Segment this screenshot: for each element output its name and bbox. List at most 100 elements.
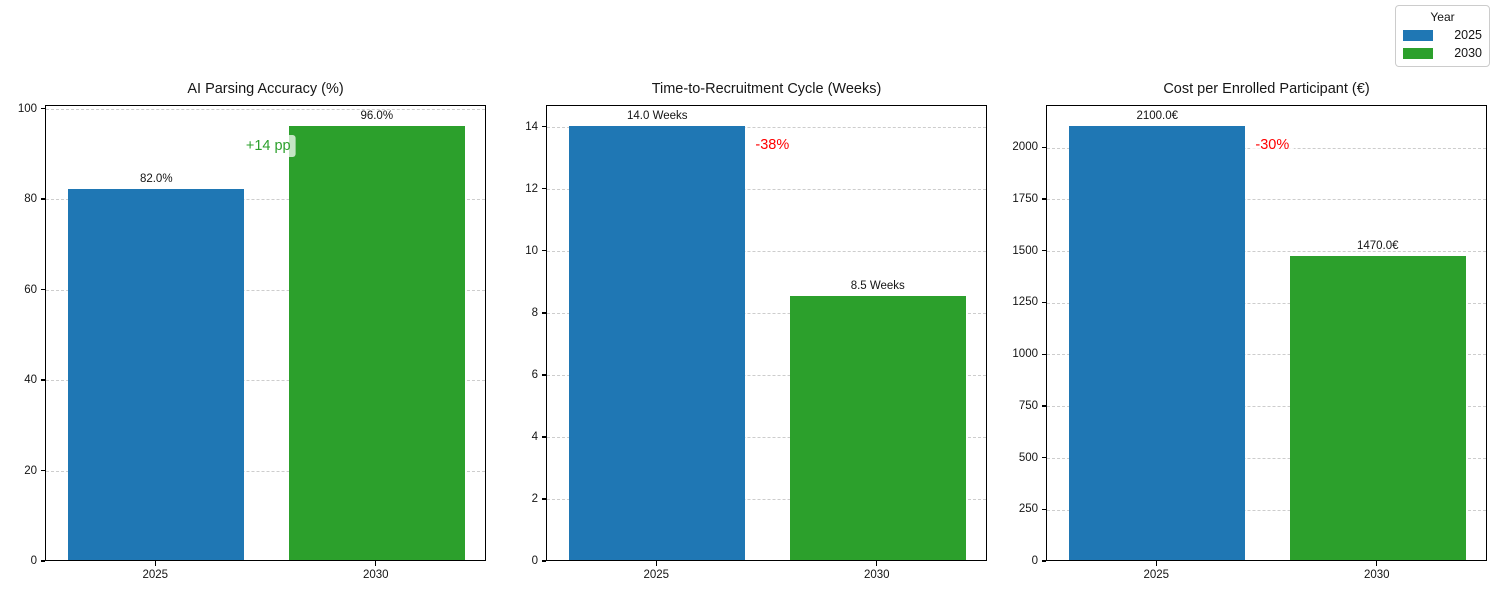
y-axis-tick-mark xyxy=(1041,353,1046,355)
gridline xyxy=(547,127,986,128)
y-axis-tick-mark xyxy=(541,560,546,562)
gridline xyxy=(547,251,986,253)
y-axis-tick-label: 250 xyxy=(1018,503,1038,516)
change-annotation: -38% xyxy=(750,133,795,156)
x-axis-tick-mark xyxy=(655,561,657,566)
bar-2030 xyxy=(789,296,966,560)
y-axis-tick-label: 14 xyxy=(525,120,538,133)
plot-area: 82.0% 96.0% +14 pp xyxy=(45,105,486,561)
bar-2030 xyxy=(1289,256,1466,560)
y-axis-tick-mark xyxy=(541,312,546,314)
x-axis-tick-label: 2025 xyxy=(142,569,169,581)
y-axis-tick-mark xyxy=(541,250,546,252)
legend-swatch-2030 xyxy=(1403,47,1433,59)
y-axis-tick-mark xyxy=(1041,146,1046,149)
gridline xyxy=(1047,457,1486,459)
y-axis-tick-label: 40 xyxy=(24,374,37,387)
y-axis-tick-label: 2 xyxy=(531,492,538,505)
x-axis-tick-mark xyxy=(1376,561,1378,566)
y-axis-tick-label: 500 xyxy=(1018,451,1038,464)
y-axis-tick-label: 1500 xyxy=(1012,244,1038,257)
x-axis-tick-mark xyxy=(876,561,878,566)
gridline xyxy=(46,380,485,382)
y-axis-tick-label: 750 xyxy=(1018,399,1038,412)
y-axis-tick-mark xyxy=(40,560,45,562)
change-annotation: -30% xyxy=(1250,133,1295,156)
gridline xyxy=(46,289,485,291)
bar-2030 xyxy=(288,125,465,560)
legend: Year 2025 2030 xyxy=(1395,5,1490,67)
gridline xyxy=(547,313,986,315)
bar-value-label: 2100.0€ xyxy=(1136,109,1179,122)
bar-value-label: 8.5 Weeks xyxy=(850,280,905,293)
x-axis-tick-mark xyxy=(1155,561,1157,566)
gridline xyxy=(1047,509,1486,511)
gridline xyxy=(46,470,485,472)
legend-title: Year xyxy=(1430,10,1455,24)
y-axis-tick-label: 80 xyxy=(24,193,37,206)
y-axis-tick-label: 0 xyxy=(531,555,538,567)
gridline xyxy=(547,437,986,439)
bar-value-label: 14.0 Weeks xyxy=(626,109,688,122)
chart-title: Cost per Enrolled Participant (€) xyxy=(1163,81,1370,97)
legend-items: 2025 2030 xyxy=(1403,28,1482,60)
y-axis-tick-mark xyxy=(1041,301,1046,304)
y-axis-tick-mark xyxy=(541,374,546,376)
bar-2025 xyxy=(569,125,746,560)
x-axis-tick-label: 2030 xyxy=(863,569,890,581)
y-axis-tick-mark xyxy=(541,188,546,190)
y-axis-tick-label: 20 xyxy=(24,464,37,477)
y-axis-tick-mark xyxy=(1041,560,1046,562)
y-axis-tick-label: 1250 xyxy=(1012,296,1038,309)
legend-swatch-2025 xyxy=(1403,29,1433,41)
legend-item-label: 2025 xyxy=(1454,28,1482,42)
y-axis-tick-label: 0 xyxy=(1031,555,1038,567)
bar-value-label: 82.0% xyxy=(139,173,173,186)
legend-item: 2030 xyxy=(1403,46,1482,60)
y-axis-tick-mark xyxy=(1041,405,1046,407)
x-axis-tick-mark xyxy=(154,561,156,566)
legend-item: 2025 xyxy=(1403,28,1482,42)
gridline xyxy=(46,108,485,110)
y-axis-tick-mark xyxy=(1041,508,1046,510)
y-axis-tick-label: 10 xyxy=(525,244,538,257)
gridline xyxy=(547,189,986,191)
x-axis-tick-label: 2025 xyxy=(1143,569,1170,581)
y-axis-tick-mark xyxy=(40,469,45,472)
gridline xyxy=(1047,199,1486,201)
y-axis-tick-label: 1000 xyxy=(1012,348,1038,361)
gridline xyxy=(1047,354,1486,356)
x-axis-tick-label: 2025 xyxy=(643,569,670,581)
y-axis-tick-label: 8 xyxy=(531,306,538,319)
x-axis-tick-mark xyxy=(375,561,377,566)
legend-item-label: 2030 xyxy=(1454,46,1482,60)
change-annotation: +14 pp xyxy=(240,134,296,157)
y-axis-tick-mark xyxy=(541,436,546,438)
bar-2025 xyxy=(68,189,245,560)
chart-panel-recruitment-cycle: Time-to-Recruitment Cycle (Weeks) 14.0 We… xyxy=(525,0,987,600)
gridline xyxy=(1047,302,1486,304)
plot-area: 2100.0€ 1470.0€ -30% xyxy=(1046,105,1487,561)
y-axis-tick-mark xyxy=(541,126,546,128)
chart-title: Time-to-Recruitment Cycle (Weeks) xyxy=(651,81,882,97)
y-axis-tick-mark xyxy=(1041,456,1046,459)
bar-value-label: 96.0% xyxy=(360,109,394,122)
chart-panel-ai-parsing-accuracy: AI Parsing Accuracy (%) 82.0% 96.0% +14 pp 0… xyxy=(18,0,486,600)
y-axis-tick-mark xyxy=(541,498,546,500)
y-axis-tick-label: 0 xyxy=(30,555,37,567)
y-axis-tick-mark xyxy=(1041,198,1046,200)
bar-value-label: 1470.0€ xyxy=(1356,240,1399,252)
y-axis-tick-label: 4 xyxy=(531,430,538,443)
y-axis-tick-label: 100 xyxy=(17,102,37,115)
y-axis-tick-label: 60 xyxy=(24,283,37,296)
bar-2025 xyxy=(1069,125,1246,560)
y-axis-tick-mark xyxy=(40,288,45,291)
gridline xyxy=(46,199,485,201)
y-axis-tick-mark xyxy=(40,198,45,200)
x-axis-tick-label: 2030 xyxy=(1363,569,1390,581)
y-axis-tick-mark xyxy=(40,379,45,381)
y-axis-tick-label: 6 xyxy=(531,368,538,381)
gridline xyxy=(547,375,986,377)
y-axis-tick-label: 1750 xyxy=(1012,193,1038,206)
